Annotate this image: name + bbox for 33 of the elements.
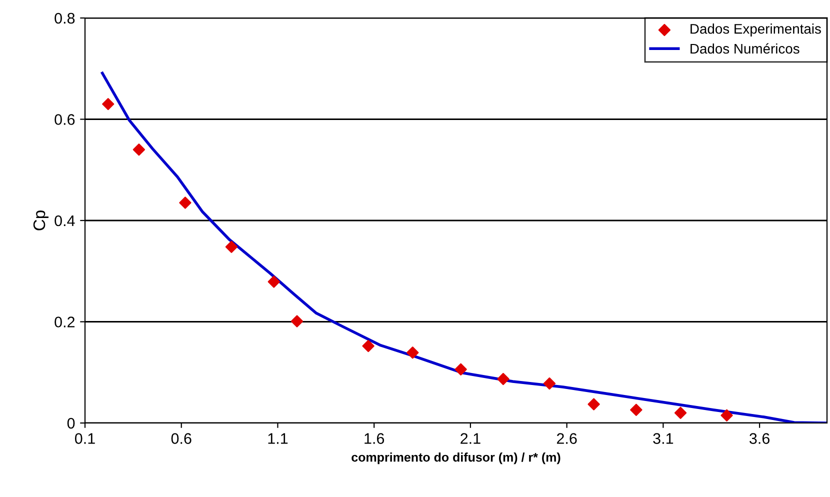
x-tick-label: 1.6 <box>364 433 384 444</box>
y-tick-label: 0.8 <box>54 12 75 24</box>
y-tick-label: 0 <box>67 418 75 429</box>
point <box>179 196 192 209</box>
x-tick-label: 1.1 <box>268 433 288 444</box>
point <box>497 372 510 386</box>
x-tick-label: 0.6 <box>171 433 192 444</box>
point <box>132 144 146 156</box>
x-axis-title: comprimento do difusor (m) / r* (m) <box>352 452 560 464</box>
point <box>102 98 114 110</box>
point <box>720 409 733 422</box>
y-tick-label: 0.6 <box>54 114 75 125</box>
x-tick-label: 2.1 <box>460 433 480 444</box>
point <box>588 398 600 410</box>
y-axis-title: Cp <box>33 210 48 230</box>
point <box>630 404 642 416</box>
point <box>225 240 238 253</box>
x-tick-label: 3.6 <box>750 433 770 444</box>
y-tick-label: 0.2 <box>54 316 75 328</box>
x-tick-label: 3.1 <box>653 433 674 444</box>
point <box>406 346 419 359</box>
legend-label: Dados Numéricos <box>690 43 800 54</box>
point <box>454 363 467 376</box>
line-series <box>100 72 827 423</box>
point <box>543 377 556 390</box>
legend-label: Dados Experimentais <box>690 24 821 37</box>
point <box>362 340 374 352</box>
point <box>268 276 280 288</box>
x-tick-label: 2.6 <box>556 433 577 444</box>
point <box>674 406 687 419</box>
y-tick-label: 0.4 <box>54 215 75 226</box>
x-tick-label: 0.1 <box>74 433 95 444</box>
point <box>290 315 304 328</box>
